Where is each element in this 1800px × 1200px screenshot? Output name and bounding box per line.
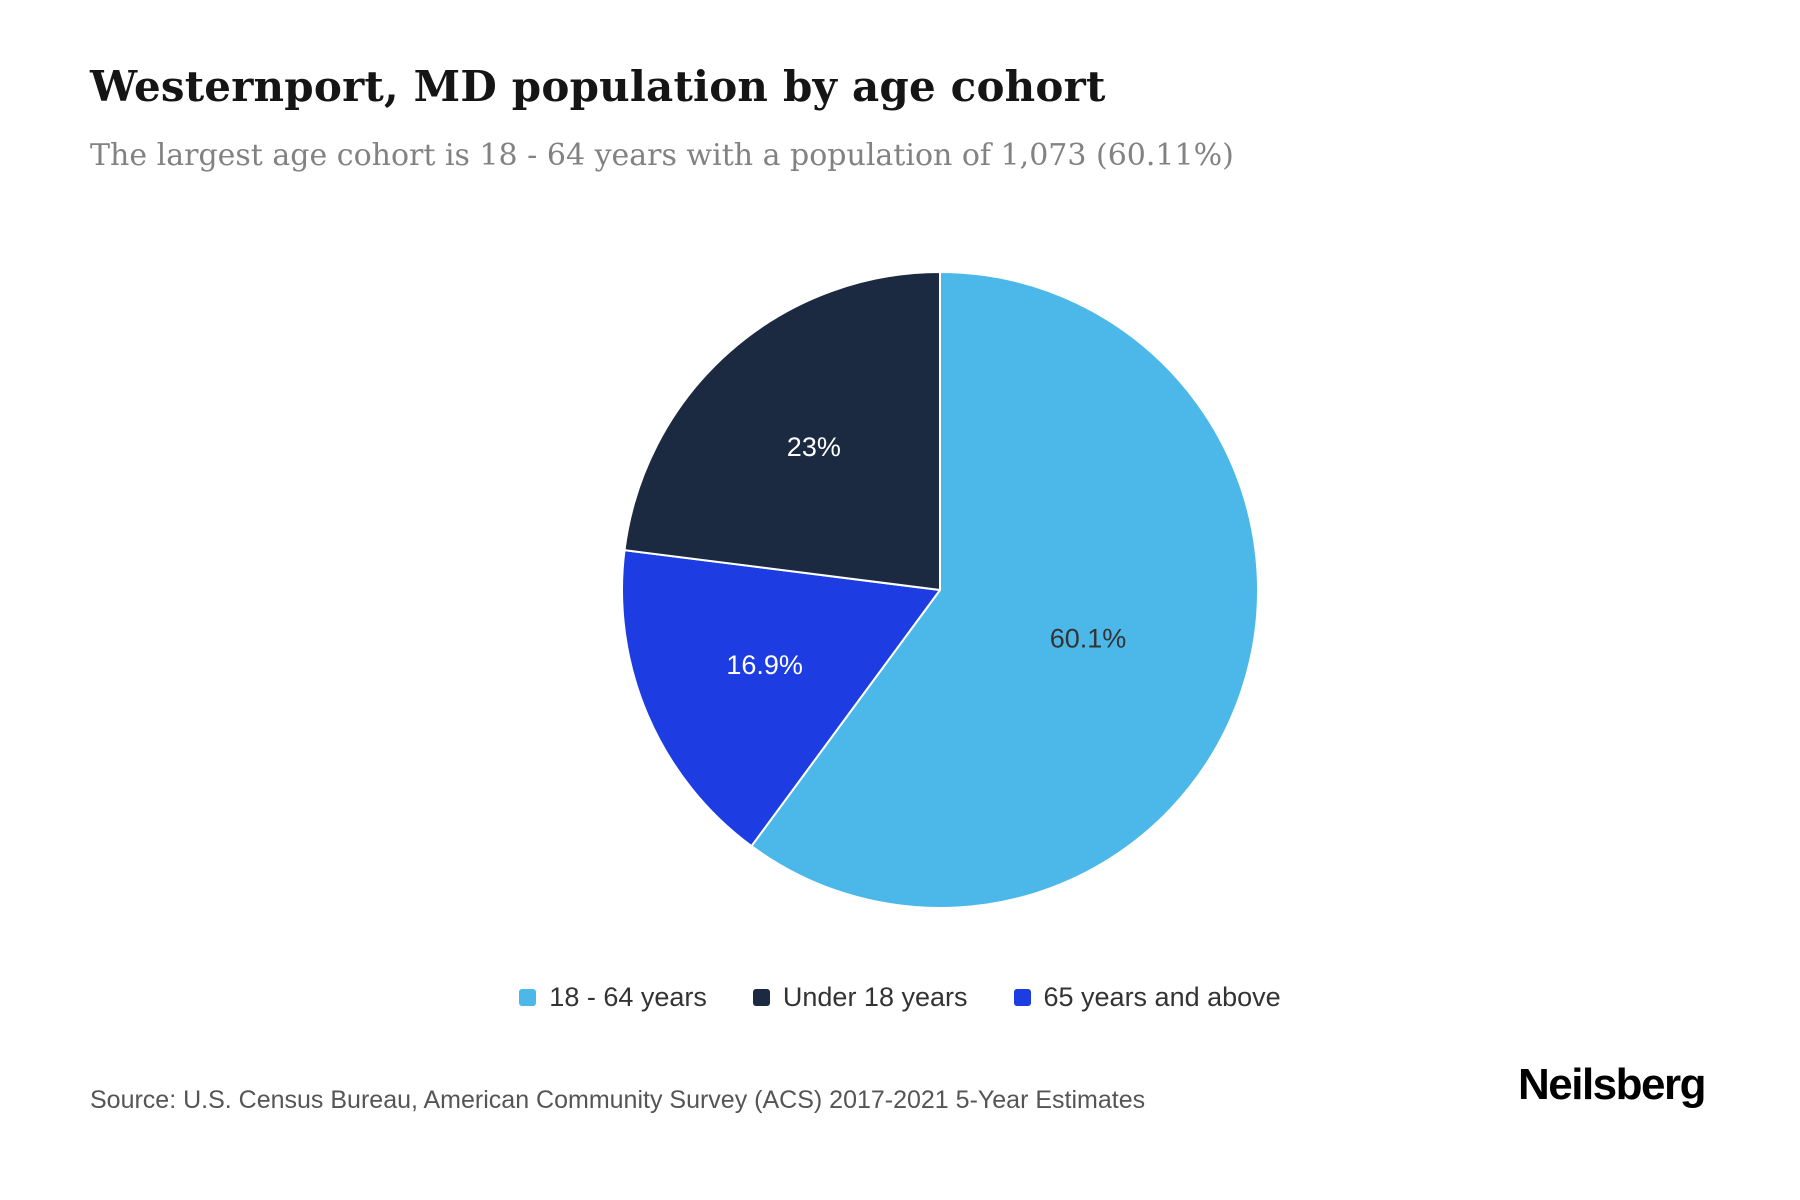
legend-item[interactable]: Under 18 years [752, 982, 968, 1013]
pie-slice-label: 23% [787, 432, 841, 462]
legend-swatch [752, 989, 770, 1006]
legend-label: 18 - 64 years [549, 982, 707, 1012]
legend-label: Under 18 years [782, 982, 968, 1012]
neilsberg-logo: Neilsberg [1517, 1060, 1707, 1109]
pie-chart: 60.1% 16.9% 23% [621, 271, 1259, 909]
pie-chart-container: 60.1% 16.9% 23% [590, 240, 1290, 940]
chart-legend: 18 - 64 years Under 18 years 65 years and … [0, 982, 1800, 1013]
pie-slice-label: 16.9% [726, 650, 803, 680]
legend-swatch [519, 989, 537, 1006]
pie-slice[interactable] [623, 271, 941, 591]
pie-slice[interactable] [750, 271, 1259, 909]
legend-swatch [1013, 989, 1031, 1006]
page-title: Westernport, MD population by age cohort [90, 62, 1106, 111]
legend-label: 65 years and above [1043, 982, 1281, 1012]
page-subtitle: The largest age cohort is 18 - 64 years … [90, 138, 1234, 173]
pie-slice[interactable] [621, 549, 941, 848]
source-text: Source: U.S. Census Bureau, American Com… [90, 1086, 1146, 1114]
legend-item[interactable]: 65 years and above [1013, 982, 1281, 1013]
legend-item[interactable]: 18 - 64 years [519, 982, 707, 1013]
pie-slice-label: 60.1% [1050, 624, 1127, 654]
